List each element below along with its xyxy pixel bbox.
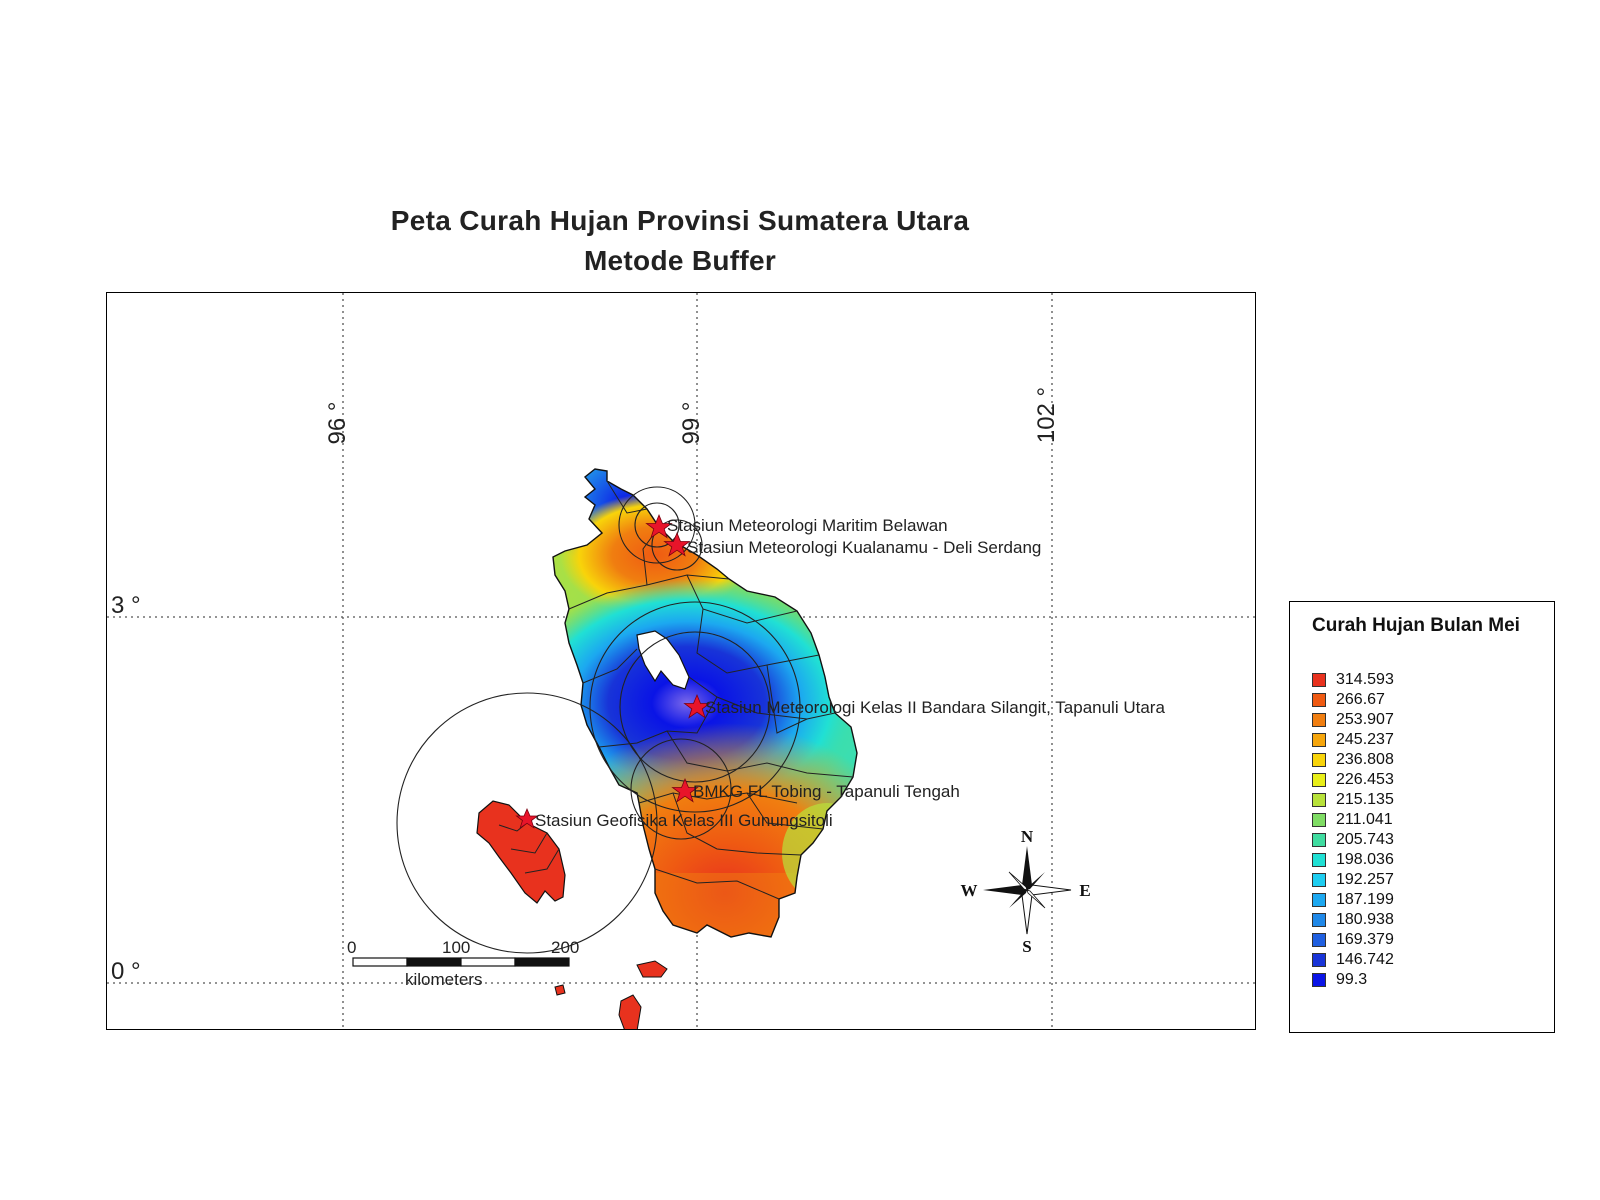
legend-value: 211.041 [1336,811,1393,828]
legend-value: 187.199 [1336,891,1394,908]
legend-swatch [1312,793,1326,807]
compass-rose-icon: N S E W [961,827,1091,956]
legend-value: 245.237 [1336,731,1394,748]
legend-item: 146.742 [1312,950,1394,970]
scale-tick-100: 100 [442,938,470,957]
legend-value: 314.593 [1336,671,1394,688]
district-boundaries [568,480,854,900]
legend-swatch [1312,693,1326,707]
station-label-kualanamu: Stasiun Meteorologi Kualanamu - Deli Ser… [687,538,1041,557]
legend-item: 226.453 [1312,770,1394,790]
station-gunungsitoli-marker [515,807,539,829]
legend-swatch [1312,673,1326,687]
legend-swatch [1312,813,1326,827]
station-belawan-marker [645,513,673,539]
island-south-2 [618,994,642,1029]
legend-swatch [1312,973,1326,987]
legend-item: 236.808 [1312,750,1394,770]
scale-unit: kilometers [405,970,482,989]
legend-value: 253.907 [1336,711,1394,728]
map-title: Peta Curah Hujan Provinsi Sumatera Utara [390,205,970,236]
legend-item: 169.379 [1312,930,1394,950]
buffer-circles [396,486,801,954]
legend-item: 205.743 [1312,830,1394,850]
legend-swatch [1312,733,1326,747]
longitude-label-99: 99 ° [678,402,705,445]
legend-item: 192.257 [1312,870,1394,890]
legend-item: 187.199 [1312,890,1394,910]
legend-swatch [1312,953,1326,967]
latitude-label-0: 0 ° [111,958,141,985]
station-label-gunungsitoli: Stasiun Geofisika Kelas III Gunungsitoli [535,811,833,830]
legend-title: Curah Hujan Bulan Mei [1312,615,1520,636]
station-label-silangit: Stasiun Meteorologi Kelas II Bandara Sil… [705,698,1165,717]
legend-swatch [1312,933,1326,947]
legend-item: 99.3 [1312,970,1394,990]
island-south-1 [636,960,668,978]
map-frame[interactable]: 96 ° 99 ° 102 ° 3 ° 0 ° [106,292,1256,1030]
legend-item: 253.907 [1312,710,1394,730]
station-label-fl-tobing: BMKG FL Tobing - Tapanuli Tengah [693,782,960,801]
legend-swatch [1312,773,1326,787]
station-label-belawan: Stasiun Meteorologi Maritim Belawan [667,516,948,535]
legend-item: 245.237 [1312,730,1394,750]
legend-item: 314.593 [1312,670,1394,690]
legend-value: 169.379 [1336,931,1394,948]
legend-value: 215.135 [1336,791,1394,808]
legend-value: 192.257 [1336,871,1394,888]
legend-swatch [1312,853,1326,867]
legend-item: 180.938 [1312,910,1394,930]
legend-swatch [1312,713,1326,727]
map-subtitle: Metode Buffer [583,245,777,276]
legend-item: 198.036 [1312,850,1394,870]
scale-tick-0: 0 [347,938,356,957]
legend-value: 205.743 [1336,831,1394,848]
compass-e: E [1079,881,1090,900]
legend-value: 180.938 [1336,911,1394,928]
legend-swatch [1312,833,1326,847]
longitude-label-96: 96 ° [324,402,351,445]
legend-value: 198.036 [1336,851,1394,868]
legend-item: 211.041 [1312,810,1394,830]
legend-swatch [1312,893,1326,907]
scale-bar: 0 100 200 kilometers [347,938,579,989]
legend-items: 314.593 266.67 253.907 245.237 236.808 226.45… [1312,670,1394,990]
longitude-label-102: 102 ° [1033,387,1060,443]
compass-n: N [1021,827,1034,846]
map-canvas: 96 ° 99 ° 102 ° 3 ° 0 ° [107,293,1255,1029]
station-silangit-marker [683,693,711,719]
legend-item: 266.67 [1312,690,1394,710]
legend-value: 146.742 [1336,951,1394,968]
station-fl-tobing-marker [671,777,699,803]
legend-value: 226.453 [1336,771,1394,788]
legend-swatch [1312,913,1326,927]
legend-value: 266.67 [1336,691,1385,708]
compass-w: W [961,881,978,900]
station-kualanamu-marker [663,531,691,557]
legend: Curah Hujan Bulan Mei 314.593 266.67 253.9… [1289,601,1555,1033]
legend-value: 99.3 [1336,971,1368,988]
latitude-label-3: 3 ° [111,592,141,619]
legend-swatch [1312,753,1326,767]
legend-swatch [1312,873,1326,887]
scale-tick-200: 200 [551,938,579,957]
legend-value: 236.808 [1336,751,1394,768]
compass-s: S [1022,937,1031,956]
legend-item: 215.135 [1312,790,1394,810]
